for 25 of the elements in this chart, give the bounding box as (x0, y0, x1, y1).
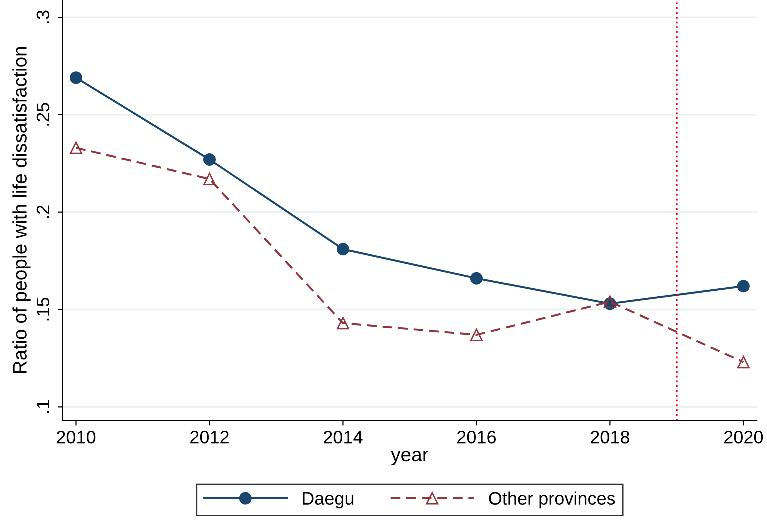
point (203, 172, 216, 186)
y-tick-label: .3 (36, 10, 50, 24)
point (737, 356, 750, 369)
point (70, 142, 82, 154)
point (70, 72, 82, 84)
point (336, 243, 350, 256)
x-tick-label: 2010 (57, 431, 96, 444)
x-tick-label: 2020 (724, 431, 764, 444)
legend-label: Other provinces (489, 492, 616, 509)
x-tick-label: 2012 (190, 431, 229, 444)
x-axis-title: year (391, 450, 429, 466)
y-tick-label: .25 (36, 103, 50, 126)
x-tick-label: 2018 (591, 431, 630, 444)
legend-label: Daegu (303, 492, 354, 509)
y-tick-label: .1 (37, 400, 50, 414)
x-tick-label: 2016 (458, 431, 496, 444)
point (336, 317, 350, 330)
y-axis-title: Ratio of people with life dissatisfaction (12, 47, 31, 374)
y-tick-label: .2 (36, 206, 50, 218)
x-tick-label: 2014 (324, 431, 363, 444)
point (737, 280, 750, 293)
y-tick-label: .15 (37, 298, 50, 321)
point (470, 328, 483, 342)
point (203, 154, 216, 166)
point (470, 272, 483, 285)
